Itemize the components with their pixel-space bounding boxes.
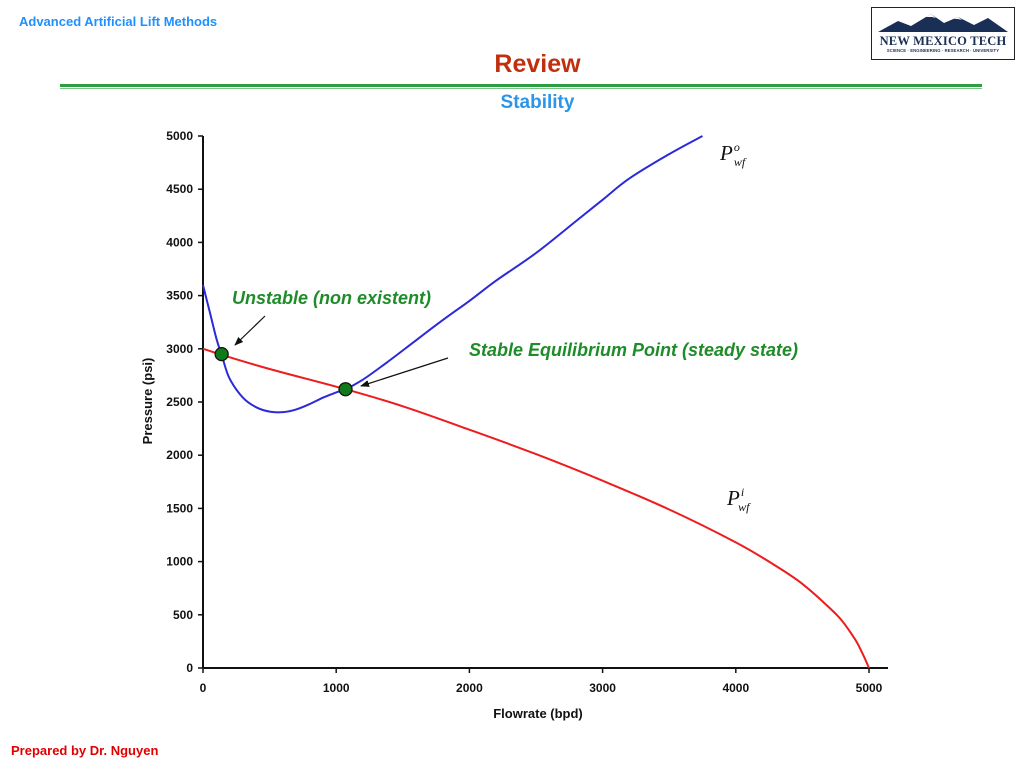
y-tick-label: 1500 [166,501,193,515]
header-divider [60,84,982,87]
y-tick-label: 4000 [166,235,193,249]
y-tick-label: 3500 [166,289,193,303]
x-tick-label: 3000 [589,681,616,695]
y-tick-label: 2000 [166,448,193,462]
stable-point [338,382,353,397]
x-tick-label: 1000 [323,681,350,695]
y-tick-label: 5000 [166,129,193,143]
x-tick-label: 4000 [722,681,749,695]
header-divider-thin [60,88,982,89]
x-tick-label: 5000 [856,681,883,695]
y-tick-label: 2500 [166,395,193,409]
annotation-arrow [234,315,266,346]
chart-curves [202,135,870,669]
chart-marks [214,315,449,397]
y-tick-label: 0 [186,661,193,675]
inflow-curve [202,347,870,669]
stable-annotation: Stable Equilibrium Point (steady state) [469,340,798,360]
y-tick-label: 4500 [166,182,193,196]
y-tick-label: 3000 [166,342,193,356]
x-axis-title: Flowrate (bpd) [493,706,583,721]
author-footer: Prepared by Dr. Nguyen [11,743,159,758]
chart-labels: Po wf Pi wf Unstable (non existent) Stable Eq… [232,140,798,514]
y-axis-title: Pressure (psi) [140,358,155,445]
mountain-logo-icon [878,14,1008,32]
x-tick-label: 2000 [456,681,483,695]
slide-title: Review [494,50,581,78]
y-tick-label: 500 [173,608,193,622]
chart-axes: 0 500 1000 1500 2000 2500 3000 3500 4000 4500 5000… [140,129,888,721]
x-tick-label: 0 [200,681,207,695]
series-label: Po wf [719,140,747,169]
university-logo: NEW MEXICO TECH SCIENCE · ENGINEERING · … [871,7,1015,60]
series-label: Pi wf [726,485,751,514]
annotation-arrow [360,357,449,387]
stability-chart: 0 500 1000 1500 2000 2500 3000 3500 4000 4500 5000… [140,129,888,721]
y-tick-label: 1000 [166,555,193,569]
logo-name: NEW MEXICO TECH [879,34,1007,48]
logo-tagline: SCIENCE · ENGINEERING · RESEARCH · UNIVE… [886,48,1000,53]
unstable-point [214,346,229,362]
slide-subtitle: Stability [500,92,575,113]
course-title: Advanced Artificial Lift Methods [19,14,218,29]
unstable-annotation: Unstable (non existent) [232,288,431,308]
